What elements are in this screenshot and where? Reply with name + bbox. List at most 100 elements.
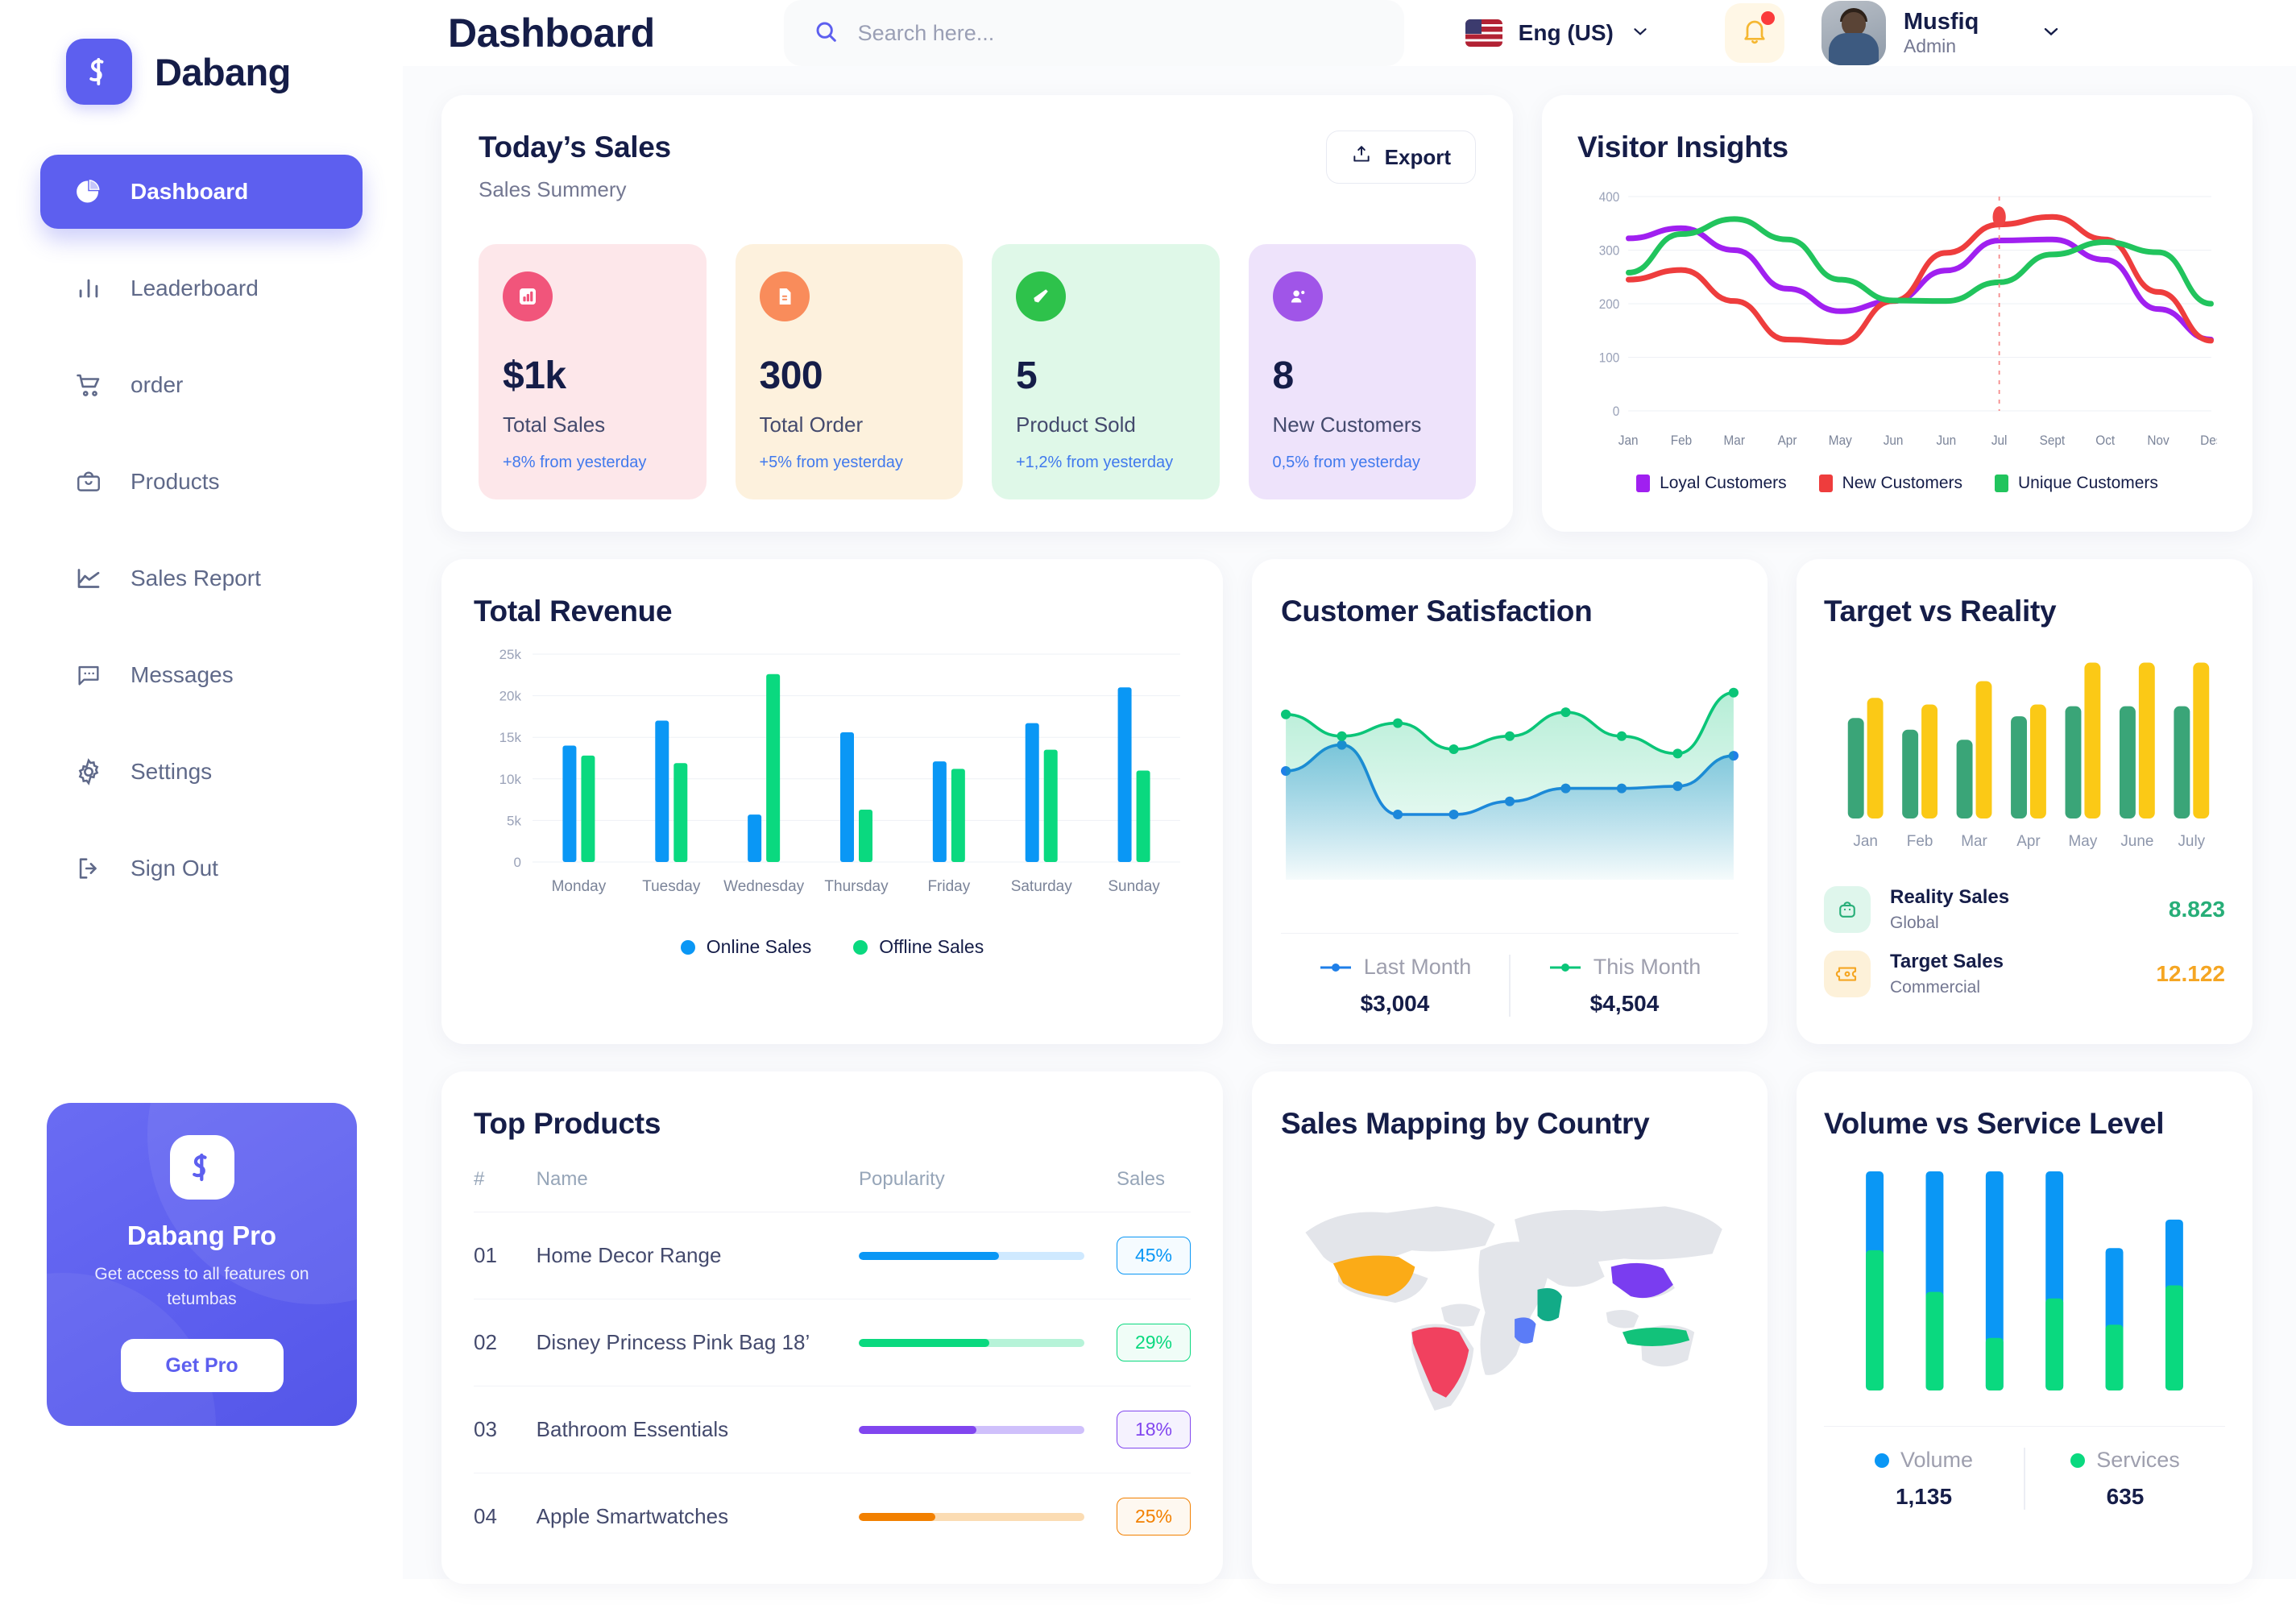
svg-text:Des: Des xyxy=(2200,433,2217,448)
legend-value: $4,504 xyxy=(1589,991,1660,1016)
message-icon xyxy=(71,661,106,689)
map-region-china[interactable] xyxy=(1610,1262,1673,1299)
search-box[interactable] xyxy=(783,0,1404,66)
sidebar-item-sales-report[interactable]: Sales Report xyxy=(40,541,363,615)
legend-value: $3,004 xyxy=(1360,991,1430,1016)
get-pro-button[interactable]: Get Pro xyxy=(120,1339,284,1392)
sidebar-item-order[interactable]: order xyxy=(40,348,363,422)
svg-text:200: 200 xyxy=(1599,296,1620,312)
column-header: Sales xyxy=(1116,1168,1191,1212)
svg-text:Sept: Sept xyxy=(2040,433,2066,448)
row-sales: 29% xyxy=(1116,1299,1191,1386)
row-sales: 45% xyxy=(1116,1212,1191,1299)
table-row[interactable]: 03 Bathroom Essentials 18% xyxy=(474,1386,1191,1473)
ticket-icon xyxy=(1824,951,1871,997)
table-row[interactable]: 04 Apple Smartwatches 25% xyxy=(474,1473,1191,1560)
bell-icon xyxy=(1740,17,1769,50)
card-title: Visitor Insights xyxy=(1577,131,1788,164)
row-number: 04 xyxy=(474,1504,497,1528)
stat-label: Product Sold xyxy=(1016,412,1136,437)
svg-text:Jun: Jun xyxy=(1884,433,1904,448)
bag-icon xyxy=(1824,886,1871,933)
page-title: Dashboard xyxy=(448,10,655,56)
svg-text:May: May xyxy=(2069,833,2098,850)
legend-item-volume: Volume 1,135 xyxy=(1824,1448,2024,1510)
sidebar-nav: Dashboard Leaderboard order Products xyxy=(40,155,363,906)
row-popularity xyxy=(859,1386,1117,1473)
line-marker-icon xyxy=(1549,963,1581,972)
export-button[interactable]: Export xyxy=(1325,131,1476,184)
sidebar-item-products[interactable]: Products xyxy=(40,445,363,519)
map-region-indonesia[interactable] xyxy=(1622,1327,1690,1347)
stat-tile-product-sold[interactable]: 5 Product Sold +1,2% from yesterday xyxy=(992,244,1220,499)
notification-badge xyxy=(1760,11,1775,25)
stat-value: 8 xyxy=(1272,354,1295,397)
row-name: Bathroom Essentials xyxy=(536,1386,860,1473)
map-region-brazil[interactable] xyxy=(1411,1327,1469,1398)
legend-value: 1,135 xyxy=(1895,1484,1953,1509)
search-input[interactable] xyxy=(857,20,1375,46)
legend-label: Loyal Customers xyxy=(1660,474,1787,492)
sidebar-item-settings[interactable]: Settings xyxy=(40,735,363,809)
legend-item-services: Services 635 xyxy=(2024,1448,2225,1510)
brand[interactable]: Dabang xyxy=(40,0,363,105)
sidebar-item-messages[interactable]: Messages xyxy=(40,638,363,712)
stat-delta: 0,5% from yesterday xyxy=(1272,454,1420,471)
card-title: Customer Satisfaction xyxy=(1281,595,1593,628)
sidebar-item-label: Sign Out xyxy=(131,856,218,881)
stat-tile-total-sales[interactable]: $1k Total Sales +8% from yesterday xyxy=(479,244,707,499)
map-region-dr-congo[interactable] xyxy=(1515,1317,1536,1344)
stat-label: Total Order xyxy=(759,412,864,437)
row-popularity xyxy=(859,1212,1117,1299)
sidebar-item-label: Settings xyxy=(131,759,213,784)
brand-name: Dabang xyxy=(155,50,291,93)
svg-text:Saturday: Saturday xyxy=(1011,878,1073,895)
legend-label: Last Month xyxy=(1363,955,1472,979)
legend-item: Online Sales xyxy=(680,936,811,958)
legend-swatch xyxy=(1636,475,1651,492)
chevron-down-icon xyxy=(1630,21,1651,46)
svg-text:Mar: Mar xyxy=(1961,833,1987,850)
svg-text:Mar: Mar xyxy=(1724,433,1746,448)
pie-chart-icon xyxy=(71,178,106,205)
user-add-icon xyxy=(1272,271,1323,321)
chevron-down-icon[interactable] xyxy=(2040,20,2062,47)
legend-item-reality-sales: Reality Sales Global 8.823 xyxy=(1824,886,2225,933)
language-selector[interactable]: Eng (US) xyxy=(1465,19,1651,47)
svg-text:Jan: Jan xyxy=(1853,833,1878,850)
svg-text:15k: 15k xyxy=(499,730,522,745)
svg-text:400: 400 xyxy=(1599,189,1620,205)
legend-value: 12.122 xyxy=(2156,961,2225,986)
stat-tile-total-order[interactable]: 300 Total Order +5% from yesterday xyxy=(735,244,963,499)
legend-sublabel: Global xyxy=(1890,914,1939,932)
legend-label: Target Sales xyxy=(1890,951,2004,972)
map-region-saudi-arabia[interactable] xyxy=(1537,1288,1562,1321)
sidebar-item-leaderboard[interactable]: Leaderboard xyxy=(40,251,363,325)
stat-value: 5 xyxy=(1016,354,1038,397)
line-chart-icon xyxy=(71,564,106,593)
map-region-united-states[interactable] xyxy=(1332,1255,1415,1296)
legend-label: This Month xyxy=(1593,955,1701,979)
total-revenue-chart: 0 5k 10k 15k 20k 25k Monday Tuesday Wednesday Thu… xyxy=(499,647,1180,895)
svg-text:Friday: Friday xyxy=(927,878,970,895)
legend-label: Reality Sales xyxy=(1890,886,2010,908)
stat-value: $1k xyxy=(503,354,566,397)
export-icon xyxy=(1351,144,1372,171)
stat-value: 300 xyxy=(759,354,823,397)
notifications-button[interactable] xyxy=(1724,3,1784,63)
table-row[interactable]: 01 Home Decor Range 45% xyxy=(474,1212,1191,1299)
stat-tile-new-customers[interactable]: 8 New Customers 0,5% from yesterday xyxy=(1248,244,1476,499)
row-sales: 18% xyxy=(1116,1386,1191,1473)
sidebar-item-dashboard[interactable]: Dashboard xyxy=(40,155,363,229)
user-profile[interactable]: Musfiq Admin xyxy=(1821,1,2062,65)
top-products-card: Top Products # Name Popularity Sales 01 H… xyxy=(441,1071,1223,1584)
target-vs-reality-legend: Reality Sales Global 8.823 Target Sales xyxy=(1824,886,2225,997)
sidebar-item-sign-out[interactable]: Sign Out xyxy=(40,831,363,906)
svg-text:Oct: Oct xyxy=(2095,433,2115,448)
world-map[interactable] xyxy=(1281,1165,1739,1431)
card-title: Volume vs Service Level xyxy=(1824,1107,2165,1140)
table-row[interactable]: 02 Disney Princess Pink Bag 18’ 29% xyxy=(474,1299,1191,1386)
svg-text:Sunday: Sunday xyxy=(1108,878,1160,895)
sidebar: Dabang Dashboard Leaderboard order xyxy=(0,0,403,1579)
legend-item: New Customers xyxy=(1818,474,1962,493)
